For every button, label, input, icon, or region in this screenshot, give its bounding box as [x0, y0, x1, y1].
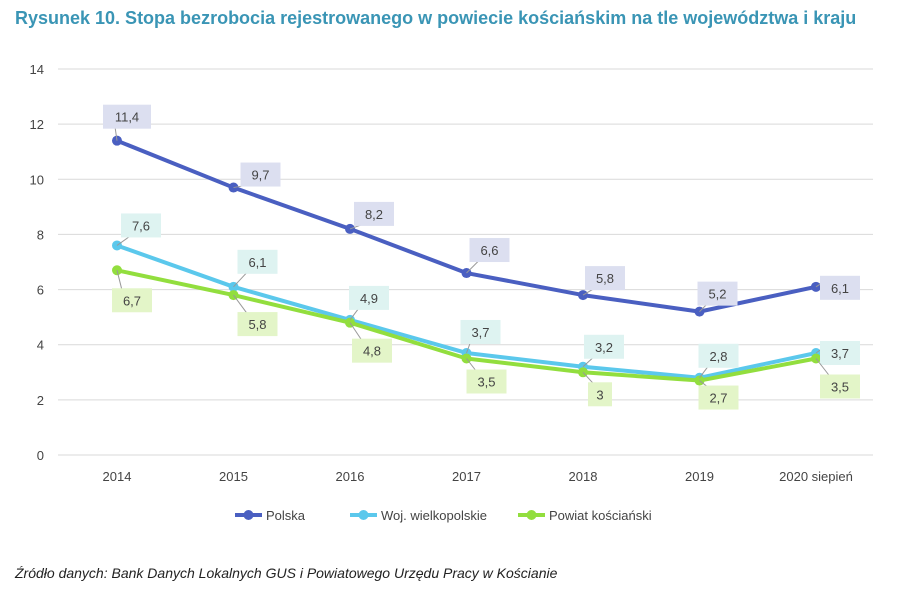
data-label: 3,5 — [831, 380, 849, 395]
x-tick-label: 2015 — [219, 469, 248, 484]
data-label: 6,6 — [480, 243, 498, 258]
data-label: 11,4 — [115, 110, 139, 125]
label-leader — [233, 294, 248, 315]
y-tick-label: 12 — [30, 117, 44, 132]
data-label-bg — [820, 374, 860, 399]
source-note: Źródło danych: Bank Danych Lokalnych GUS… — [15, 565, 558, 581]
data-label: 3,2 — [595, 340, 613, 355]
data-label-bg — [588, 382, 612, 407]
data-label-bg — [820, 275, 860, 300]
x-tick-label: 2018 — [569, 469, 598, 484]
label-leader — [466, 358, 477, 372]
data-label: 6,1 — [248, 255, 266, 270]
data-label: 3,7 — [831, 346, 849, 361]
x-tick-label: 2019 — [685, 469, 714, 484]
data-label-bg — [103, 104, 151, 129]
data-label: 6,7 — [123, 293, 141, 308]
data-label-bg — [349, 285, 389, 310]
x-tick-label: 2020 siepień — [779, 469, 853, 484]
legend-marker — [526, 510, 537, 520]
label-leader — [233, 271, 248, 288]
data-label-bg — [585, 266, 625, 291]
data-label: 8,2 — [365, 207, 383, 222]
data-label-bg — [584, 334, 624, 359]
data-label: 6,1 — [831, 281, 849, 296]
data-label: 4,9 — [360, 291, 378, 306]
data-label: 5,8 — [248, 317, 266, 332]
data-label: 3 — [596, 387, 603, 402]
label-leader — [349, 322, 363, 341]
y-tick-label: 4 — [37, 338, 44, 353]
data-label: 5,2 — [708, 287, 726, 302]
data-label: 7,6 — [132, 218, 150, 233]
legend-label: Woj. wielkopolskie — [381, 508, 487, 523]
label-leader — [815, 358, 831, 377]
data-label: 2,7 — [709, 391, 727, 406]
data-label: 3,5 — [477, 375, 495, 390]
y-tick-label: 6 — [37, 283, 44, 298]
y-tick-label: 8 — [37, 227, 44, 242]
x-tick-label: 2016 — [336, 469, 365, 484]
data-label-bg — [697, 281, 738, 306]
chart-title: Rysunek 10. Stopa bezrobocia rejestrowan… — [15, 8, 857, 28]
y-tick-label: 0 — [37, 448, 44, 463]
data-label-bg — [237, 249, 278, 274]
y-tick-label: 2 — [37, 393, 44, 408]
data-label-bg — [240, 162, 281, 187]
y-tick-label: 14 — [30, 62, 44, 77]
data-label-bg — [466, 369, 507, 394]
data-label-bg — [112, 288, 152, 313]
x-tick-label: 2017 — [452, 469, 481, 484]
legend-marker — [358, 510, 369, 520]
data-label-bg — [469, 238, 510, 263]
legend-marker — [243, 510, 254, 520]
legend-label: Polska — [266, 508, 306, 523]
data-label: 3,7 — [471, 325, 489, 340]
x-tick-label: 2014 — [103, 469, 132, 484]
data-label-bg — [354, 201, 394, 226]
data-label-bg — [352, 338, 392, 363]
data-label: 9,7 — [251, 168, 269, 183]
data-label-bg — [121, 213, 161, 238]
label-leader — [116, 270, 123, 291]
label-leader — [114, 126, 118, 141]
y-tick-label: 10 — [30, 172, 44, 187]
data-label: 5,8 — [596, 271, 614, 286]
legend-label: Powiat kościański — [549, 508, 652, 523]
label-leader — [466, 259, 480, 274]
data-label-bg — [820, 340, 860, 365]
data-label: 4,8 — [363, 344, 381, 359]
data-label-bg — [698, 385, 739, 410]
data-label-bg — [698, 343, 739, 368]
data-label-bg — [460, 319, 501, 344]
data-label: 2,8 — [709, 349, 727, 364]
data-label-bg — [237, 312, 278, 337]
